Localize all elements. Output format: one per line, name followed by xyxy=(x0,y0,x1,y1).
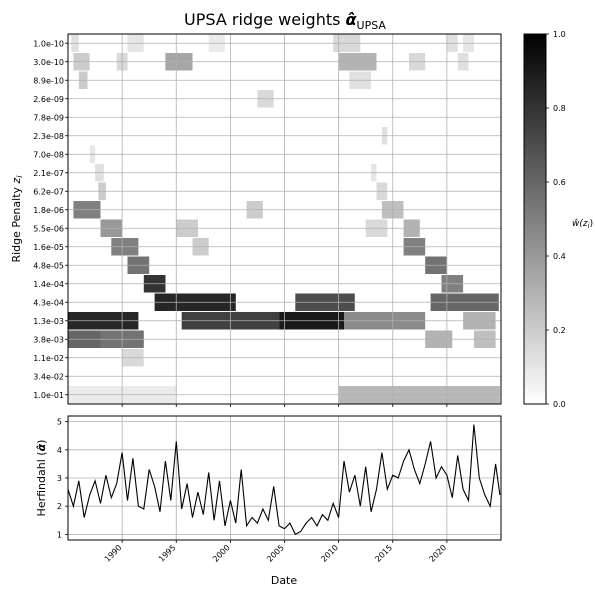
heatmap-y-tick-label: 1.0e-10 xyxy=(33,39,64,48)
heatmap-y-tick-label: 2.6e-09 xyxy=(33,95,64,104)
heatmap-y-tick-label: 1.3e-03 xyxy=(33,317,64,326)
line-grid xyxy=(68,416,501,540)
colorbar-tick-label: 0.0 xyxy=(553,400,566,409)
line-ylabel: Herfindahl (α̂) xyxy=(35,440,48,517)
line-ylabel-symbol: α̂ xyxy=(35,443,48,451)
colorbar-tick-label: 0.6 xyxy=(553,178,566,187)
line-y-tick-label: 3 xyxy=(57,474,62,483)
line-x-ticks: 1990 1995 2000 2005 2010 2015 2020 xyxy=(103,540,449,564)
heatmap-y-tick-label: 4.3e-04 xyxy=(33,298,64,307)
line-xlabel: Date xyxy=(271,574,298,587)
colorbar-tick-label: 0.2 xyxy=(553,326,566,335)
line-x-tick-label: 2010 xyxy=(319,543,340,564)
heatmap-y-tick-label: 4.8e-05 xyxy=(33,261,64,270)
heatmap-title-symbol: α̂ xyxy=(346,10,358,29)
colorbar-ticks: 0.0 0.2 0.4 0.6 0.8 1.0 xyxy=(546,30,566,409)
heatmap-ylabel-main: Ridge Penalty xyxy=(10,183,23,262)
heatmap-ylabel: Ridge Penalty zi xyxy=(10,175,24,263)
colorbar-label: ŵ(zi) xyxy=(572,219,593,230)
colorbar-tick-label: 0.8 xyxy=(553,104,566,113)
heatmap-y-tick-label: 1.8e-06 xyxy=(33,206,64,215)
heatmap-plot xyxy=(68,34,500,404)
heatmap-ylabel-symbol: z xyxy=(10,177,23,184)
line-y-tick-label: 1 xyxy=(57,530,62,539)
heatmap-y-tick-label: 2.1e-07 xyxy=(33,169,64,178)
heatmap-title-sub: UPSA xyxy=(357,19,387,32)
colorbar xyxy=(523,33,547,405)
heatmap-title-main: UPSA ridge weights xyxy=(184,10,345,29)
heatmap-y-tick-label: 7.0e-08 xyxy=(33,150,64,159)
heatmap-y-tick-label: 1.1e-02 xyxy=(33,354,64,363)
line-x-tick-label: 2020 xyxy=(428,543,449,564)
colorbar-tick-label: 0.4 xyxy=(553,252,566,261)
heatmap-y-tick-label: 3.8e-03 xyxy=(33,335,64,344)
heatmap-grid xyxy=(68,34,501,404)
line-x-tick-label: 1990 xyxy=(103,543,124,564)
line-ylabel-end: ) xyxy=(35,440,48,444)
line-y-tick-label: 5 xyxy=(57,418,62,427)
heatmap-y-tick-label: 6.2e-07 xyxy=(33,187,64,196)
heatmap-y-tick-label: 3.4e-02 xyxy=(33,372,64,381)
heatmap-y-tick-label: 5.5e-06 xyxy=(33,224,64,233)
colorbar-label-end: ) xyxy=(590,219,594,229)
heatmap-y-tick-label: 3.0e-10 xyxy=(33,58,64,67)
heatmap-y-ticks: 1.0e-10 3.0e-10 8.9e-10 2.6e-09 7.8e-09 2.3e-… xyxy=(33,39,68,400)
heatmap-y-tick-label: 2.3e-08 xyxy=(33,132,64,141)
colorbar-label-main: ŵ(z xyxy=(572,219,588,229)
line-y-ticks: 1 2 3 4 5 xyxy=(57,418,68,539)
heatmap-x-ticks xyxy=(121,404,448,407)
line-ylabel-main: Herfindahl ( xyxy=(35,451,48,516)
heatmap-y-tick-label: 8.9e-10 xyxy=(33,76,64,85)
heatmap-y-tick-label: 1.4e-04 xyxy=(33,280,64,289)
herfindahl-line xyxy=(67,424,501,536)
colorbar-tick-label: 1.0 xyxy=(553,30,566,39)
heatmap-y-tick-label: 1.0e-01 xyxy=(33,391,64,400)
line-y-tick-label: 2 xyxy=(57,502,62,511)
heatmap-y-tick-label: 1.6e-05 xyxy=(33,243,64,252)
heatmap-title: UPSA ridge weights α̂UPSA xyxy=(184,10,386,32)
heatmap-y-tick-label: 7.8e-09 xyxy=(33,113,64,122)
line-y-tick-label: 4 xyxy=(57,446,62,455)
line-x-tick-label: 2015 xyxy=(373,543,394,564)
line-x-tick-label: 2005 xyxy=(265,543,286,564)
line-x-tick-label: 1995 xyxy=(157,543,178,564)
line-x-tick-label: 2000 xyxy=(211,543,232,564)
heatmap-ylabel-sub: i xyxy=(15,175,24,178)
colorbar-label-sub: i xyxy=(588,222,590,230)
